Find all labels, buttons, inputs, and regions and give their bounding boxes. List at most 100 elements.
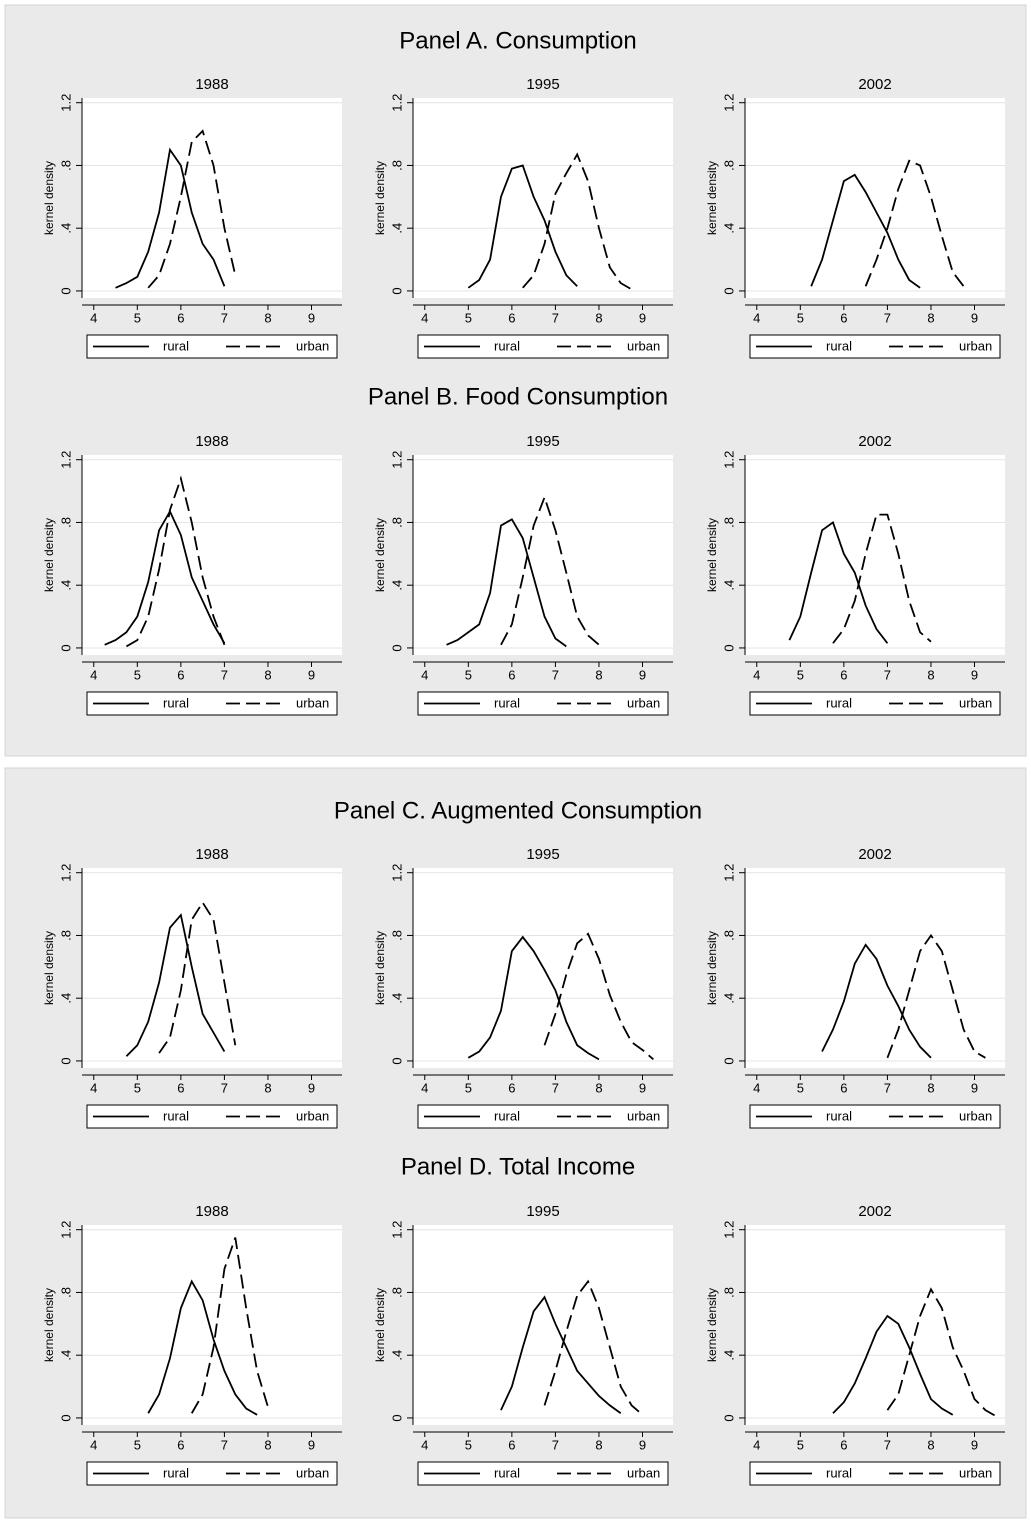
chart-title: 1988 [195, 1203, 228, 1220]
y-tick-label: .4 [58, 580, 73, 591]
x-tick-label: 8 [927, 1080, 934, 1095]
panel-title: Panel C. Augmented Consumption [334, 797, 702, 824]
plot-area [413, 1225, 673, 1425]
density-line [467, 164, 578, 289]
x-tick-label: 6 [508, 1437, 515, 1452]
x-tick-label: 7 [221, 1437, 228, 1452]
y-axis-label: kernel density [373, 1288, 387, 1362]
legend-label: rural [826, 1465, 852, 1480]
y-tick-label: .8 [58, 1287, 73, 1298]
density-line [446, 518, 567, 648]
x-tick-label: 5 [797, 667, 804, 682]
plot-area [82, 1225, 342, 1425]
chart-title: 1988 [195, 846, 228, 863]
x-tick-label: 9 [308, 667, 315, 682]
y-tick-label: .4 [58, 1350, 73, 1361]
y-tick-label: .4 [721, 580, 736, 591]
y-axis-label: kernel density [705, 1288, 719, 1362]
chart-title: 1995 [526, 76, 559, 93]
y-tick-label: 0 [58, 644, 73, 651]
density-line [886, 933, 986, 1059]
y-tick-label: .4 [58, 223, 73, 234]
density-line [500, 1295, 622, 1414]
y-tick-label: .8 [721, 1287, 736, 1298]
x-tick-label: 6 [508, 1080, 515, 1095]
legend [86, 1104, 338, 1129]
x-tick-label: 7 [552, 667, 559, 682]
legend [749, 1461, 1001, 1486]
x-tick-label: 5 [465, 1080, 472, 1095]
x-tick-label: 8 [595, 310, 602, 325]
plot-area [413, 455, 673, 655]
x-tick-label: 5 [465, 310, 472, 325]
y-tick-label: 1.2 [389, 94, 404, 112]
x-tick-label: 5 [134, 1080, 141, 1095]
x-tick-label: 6 [508, 310, 515, 325]
plot-area [82, 868, 342, 1068]
x-tick-label: 8 [595, 667, 602, 682]
x-tick-label: 9 [971, 310, 978, 325]
y-tick-label: 0 [389, 287, 404, 294]
legend [749, 1104, 1001, 1129]
x-tick-label: 5 [465, 667, 472, 682]
x-tick-label: 9 [639, 1437, 646, 1452]
x-tick-label: 8 [927, 310, 934, 325]
legend-label: rural [494, 1108, 520, 1123]
density-line [832, 1314, 954, 1416]
y-axis-label: kernel density [705, 518, 719, 592]
chart-title: 1995 [526, 433, 559, 450]
y-tick-label: 0 [58, 1057, 73, 1064]
y-tick-label: .4 [389, 1350, 404, 1361]
y-tick-label: 1.2 [58, 451, 73, 469]
y-tick-label: 0 [58, 287, 73, 294]
panel-title: Panel A. Consumption [399, 27, 636, 54]
y-axis-label: kernel density [373, 161, 387, 235]
density-line [125, 475, 226, 648]
plot-area [413, 98, 673, 298]
panel-title: Panel B. Food Consumption [368, 383, 668, 410]
x-tick-label: 9 [971, 1437, 978, 1452]
y-axis-label: kernel density [42, 161, 56, 235]
density-line [810, 173, 921, 289]
x-tick-label: 9 [971, 1080, 978, 1095]
x-tick-label: 9 [639, 667, 646, 682]
x-tick-label: 6 [840, 1080, 847, 1095]
y-tick-label: 1.2 [721, 94, 736, 112]
y-tick-label: 0 [721, 287, 736, 294]
density-line [190, 1237, 269, 1414]
density-line [788, 521, 889, 644]
x-tick-label: 7 [221, 667, 228, 682]
y-tick-label: 0 [389, 644, 404, 651]
density-line [500, 494, 600, 646]
legend-label: rural [494, 695, 520, 710]
x-tick-label: 8 [595, 1437, 602, 1452]
x-tick-label: 7 [221, 310, 228, 325]
y-tick-label: .4 [721, 223, 736, 234]
y-tick-label: .4 [721, 993, 736, 1004]
x-tick-label: 7 [884, 310, 891, 325]
x-tick-label: 7 [552, 1080, 559, 1095]
density-line [147, 1279, 258, 1416]
y-tick-label: 1.2 [58, 1221, 73, 1239]
legend-label: urban [627, 338, 660, 353]
legend [417, 691, 669, 716]
y-tick-label: 1.2 [389, 1221, 404, 1239]
x-tick-label: 4 [421, 1080, 428, 1095]
y-tick-label: .8 [721, 517, 736, 528]
plot-area [745, 455, 1005, 655]
x-tick-label: 8 [264, 667, 271, 682]
x-tick-label: 6 [177, 667, 184, 682]
x-tick-label: 4 [753, 667, 760, 682]
x-tick-label: 6 [177, 310, 184, 325]
y-tick-label: .8 [58, 930, 73, 941]
x-tick-label: 4 [90, 1080, 97, 1095]
legend-label: rural [163, 1465, 189, 1480]
legend-label: rural [826, 338, 852, 353]
y-axis-label: kernel density [42, 518, 56, 592]
x-tick-label: 4 [753, 1437, 760, 1452]
x-tick-label: 5 [134, 310, 141, 325]
x-tick-label: 9 [308, 310, 315, 325]
legend [417, 334, 669, 359]
legend-label: urban [627, 1108, 660, 1123]
x-tick-label: 5 [134, 667, 141, 682]
